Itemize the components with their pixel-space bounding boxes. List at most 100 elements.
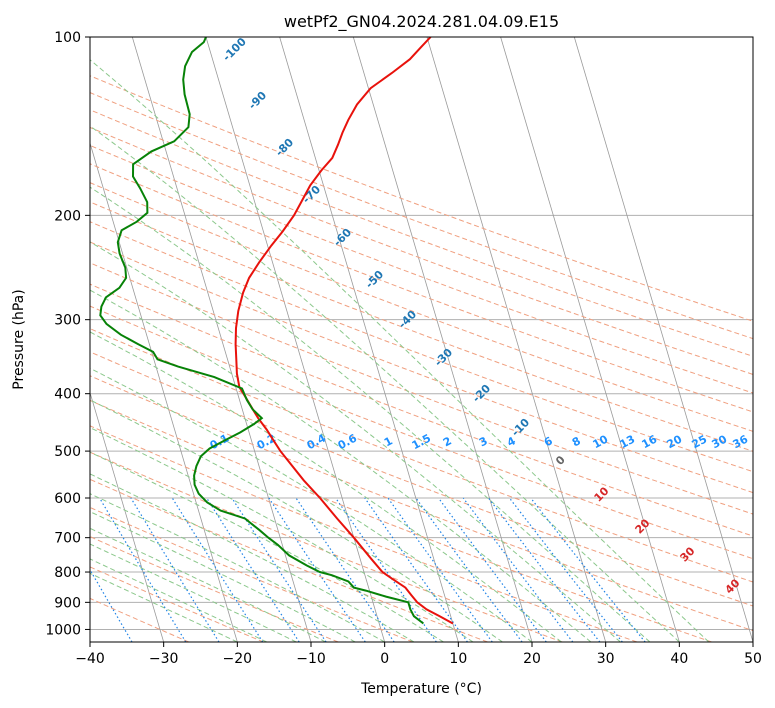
mixing-ratio-label: 16 — [640, 432, 660, 451]
moist-adiabat-label: 10 — [592, 484, 612, 504]
x-tick-label: −30 — [149, 651, 179, 667]
mixing-ratio-label: 6 — [542, 434, 555, 449]
mixing-ratio-line — [509, 497, 623, 642]
moist-adiabat — [90, 186, 651, 642]
x-tick-label: −40 — [75, 651, 105, 667]
moist-adiabat — [90, 572, 238, 642]
y-tick-label: 200 — [54, 208, 81, 224]
dewpoint-profile-line — [99, 37, 425, 625]
moist-adiabat — [90, 399, 503, 642]
y-tick-label: 700 — [54, 531, 81, 547]
dry-adiabat — [90, 351, 753, 607]
y-tick-label: 300 — [54, 313, 81, 329]
mixing-ratio-line — [462, 497, 574, 642]
dry-adiabat — [90, 478, 488, 642]
dry-adiabat — [90, 375, 753, 632]
moist-adiabat — [90, 59, 710, 642]
dry-adiabat — [90, 262, 753, 515]
x-axis-label: Temperature (°C) — [360, 681, 482, 697]
moist-adiabat — [90, 558, 268, 642]
y-axis-label: Pressure (hPa) — [11, 289, 27, 389]
moist-adiabat-label: 40 — [723, 576, 743, 596]
moist-adiabat — [90, 527, 326, 642]
dry-adiabat-label: -30 — [432, 346, 455, 369]
y-tick-label: 600 — [54, 491, 81, 507]
mixing-ratio-line — [387, 497, 493, 642]
mixing-ratio-line — [130, 497, 220, 642]
mixing-ratio-label: 25 — [690, 433, 710, 452]
series-layer — [99, 37, 454, 625]
y-tick-label: 400 — [54, 387, 81, 403]
moist-adiabat — [90, 493, 385, 642]
moist-adiabat — [90, 241, 621, 642]
moist-adiabat — [90, 451, 444, 642]
moist-adiabat — [90, 125, 680, 642]
y-tick-label: 100 — [54, 30, 81, 46]
dry-adiabat — [90, 597, 189, 642]
dry-adiabat — [90, 566, 264, 642]
mixing-ratio-label: 2 — [441, 434, 454, 449]
dry-adiabat — [90, 425, 638, 642]
dry-adiabat — [90, 399, 712, 642]
x-axis: −40 −30 −20 −10 0 10 20 30 40 50 — [75, 642, 762, 667]
x-tick-label: −20 — [223, 651, 253, 667]
dry-adiabat-label: -50 — [363, 268, 386, 291]
x-tick-label: 10 — [449, 651, 467, 667]
x-tick-label: −10 — [296, 651, 326, 667]
moist-adiabat — [90, 289, 592, 642]
dry-adiabat — [90, 506, 414, 642]
mixing-ratio-line — [335, 497, 437, 642]
dry-adiabat — [90, 328, 753, 583]
x-tick-label: 40 — [670, 651, 688, 667]
moist-adiabat-label: 30 — [678, 544, 698, 564]
dry-adiabat — [90, 241, 753, 494]
y-axis: 100 200 300 400 500 600 700 800 900 1000 — [45, 30, 90, 638]
dry-adiabat — [90, 92, 753, 340]
mixing-ratio-label: 10 — [591, 432, 611, 451]
mixing-ratio-label: 1 — [382, 434, 395, 449]
line-labels: 0.1 0.2 0.4 0.6 1 1.5 2 3 4 6 8 10 13 16 20 25 30 36-100-… — [208, 35, 751, 597]
plot-frame — [89, 36, 754, 643]
moist-adiabat — [90, 331, 562, 642]
moist-adiabat-label: 20 — [633, 516, 653, 536]
mixing-ratio-label: 30 — [710, 432, 730, 451]
isotherm-line — [352, 37, 533, 642]
isotherm-line — [426, 37, 607, 642]
isotherm-line — [205, 37, 386, 642]
mixing-ratio-line — [364, 497, 468, 642]
moist-adiabat — [90, 473, 415, 642]
isotherm-line — [279, 37, 459, 642]
mixing-ratio-label: 0.6 — [336, 431, 360, 452]
dry-adiabat-label: -90 — [246, 89, 269, 112]
plot-background — [90, 37, 753, 642]
dry-adiabat-label: -100 — [220, 35, 249, 64]
x-tick-label: 50 — [744, 651, 762, 667]
y-tick-label: 500 — [54, 444, 81, 460]
moist-adiabat — [90, 543, 297, 642]
moist-adiabat — [90, 427, 474, 642]
mixing-ratio-label: 20 — [665, 432, 685, 451]
y-tick-label: 1000 — [45, 622, 81, 638]
moist-adiabat — [90, 367, 533, 642]
isotherm-line — [90, 391, 165, 642]
mixing-ratio-line — [415, 497, 523, 642]
mixing-ratio-label: 13 — [618, 433, 638, 452]
mixing-ratio-line — [488, 497, 601, 642]
mixing-ratio-label: 3 — [477, 434, 490, 449]
isotherm-line — [90, 141, 238, 642]
dry-adiabat-label: -60 — [331, 226, 354, 249]
chart-title: wetPf2_GN04.2024.281.04.09.E15 — [284, 12, 559, 32]
y-tick-label: 800 — [54, 565, 81, 581]
isotherm-line — [573, 37, 753, 642]
mixing-ratio-label: 36 — [731, 432, 751, 451]
mixing-ratio-line — [268, 497, 366, 642]
x-tick-label: 30 — [597, 651, 615, 667]
moist-adiabat — [90, 511, 356, 642]
mixing-ratio-line — [231, 497, 327, 642]
isotherm-line — [500, 37, 680, 642]
mixing-ratio-line — [99, 497, 187, 642]
dry-adiabat — [90, 75, 753, 322]
dry-adiabat-label: -80 — [273, 136, 296, 159]
mixing-ratio-label: 1.5 — [410, 432, 433, 453]
